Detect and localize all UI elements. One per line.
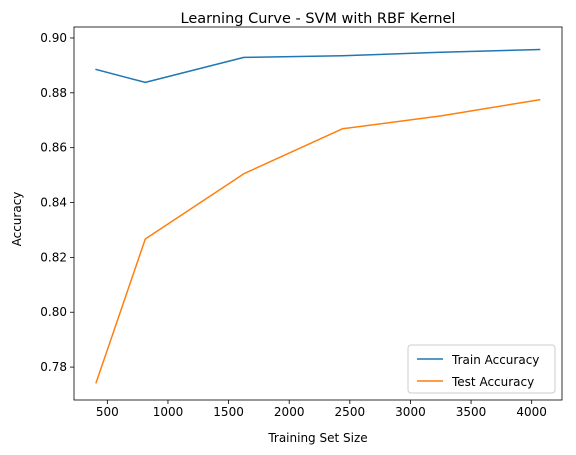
x-tick-label: 3000 <box>395 405 426 419</box>
y-tick-label: 0.86 <box>40 141 67 155</box>
tick-layer: 500 1000 1500 2000 2500 3000 3500 4000 0.78 0.80 0… <box>40 31 547 419</box>
legend-label-train: Train Accuracy <box>451 353 539 367</box>
y-tick-label: 0.82 <box>40 250 67 264</box>
train-accuracy-line <box>95 48 541 84</box>
y-tick-label: 0.84 <box>40 196 67 210</box>
y-tick-label: 0.88 <box>40 86 67 100</box>
test-accuracy-line <box>95 98 541 384</box>
x-tick-label: 500 <box>96 405 119 419</box>
x-tick-label: 1500 <box>213 405 244 419</box>
x-tick-label: 2000 <box>274 405 305 419</box>
legend-box <box>407 344 556 394</box>
legend-label-test: Test Accuracy <box>451 375 534 389</box>
x-axis-label: Training Set Size <box>267 431 367 445</box>
plot-frame <box>73 26 563 401</box>
x-tick-label: 1000 <box>153 405 184 419</box>
x-tick-label: 3500 <box>456 405 487 419</box>
x-tick-label: 4000 <box>516 405 547 419</box>
x-tick-label: 2500 <box>335 405 366 419</box>
y-tick-label: 0.78 <box>40 360 67 374</box>
y-axis-label: Accuracy <box>10 192 24 247</box>
chart-title: Learning Curve - SVM with RBF Kernel <box>181 11 456 27</box>
y-tick-label: 0.80 <box>40 305 67 319</box>
y-tick-label: 0.90 <box>40 31 67 45</box>
series-layer <box>95 48 541 384</box>
legend: Train Accuracy Test Accuracy <box>407 344 556 394</box>
